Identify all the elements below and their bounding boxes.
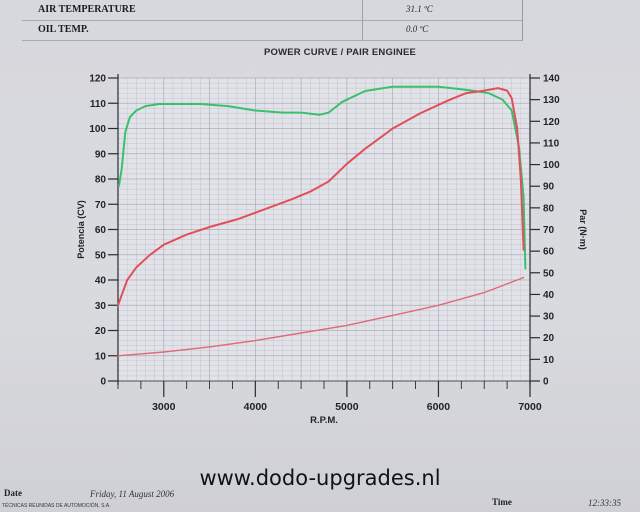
y-left-tick-label: 30 [95,301,107,312]
y-left-tick-label: 80 [95,175,107,186]
table-divider [362,0,363,20]
air-temperature-label: AIR TEMPERATURE [38,4,136,15]
chart-title: POWER CURVE / PAIR ENGINEE [263,47,417,58]
x-tick-label: 4000 [244,401,268,413]
oil-temp-label: OIL TEMP. [38,24,89,35]
y-right-tick-label: 40 [543,290,555,301]
y-right-axis-label: Par (N·m) [578,209,588,250]
y-left-tick-label: 110 [90,99,107,110]
date-value: Friday, 11 August 2006 [90,489,175,499]
y-left-tick-label: 20 [95,326,107,337]
loss-curve-line [117,276,525,357]
y-right-tick-label: 70 [543,225,555,236]
y-left-tick-label: 60 [95,225,107,236]
company-name: TÉCNICAS REUNIDAS DE AUTOMOCIÓN, S.A. [2,503,111,509]
header-table: AIR TEMPERATURE 31.1 ºC OIL TEMP. 0.0 ºC [22,0,523,41]
x-tick-label: 3000 [152,401,176,413]
y-left-tick-label: 0 [100,377,106,388]
watermark-url: www.dodo-upgrades.nl [199,466,441,490]
y-right-tick-label: 140 [543,74,560,85]
y-left-tick-label: 90 [95,149,107,160]
y-left-tick-label: 70 [95,200,107,211]
y-right-tick-label: 30 [543,312,555,323]
y-left-tick-label: 120 [89,74,106,85]
y-left-tick-label: 10 [95,351,107,362]
y-right-tick-label: 100 [543,160,560,171]
y-right-tick-label: 50 [543,268,555,279]
y-left-tick-label: 50 [95,250,107,261]
y-right-tick-label: 60 [543,247,555,258]
x-axis-label: R.P.M. [310,415,338,426]
time-value: 12:33:35 [588,498,621,508]
y-right-tick-label: 0 [543,377,549,388]
y-left-axis-label: Potencia (CV) [76,200,86,259]
y-right-tick-label: 90 [543,182,555,193]
air-temperature-row: AIR TEMPERATURE 31.1 ºC [22,0,522,21]
y-right-tick-label: 130 [543,95,560,106]
power-curve-line [117,85,527,270]
y-right-tick-label: 80 [543,203,555,214]
y-left-tick-label: 40 [95,276,107,287]
table-divider [362,20,363,40]
x-tick-label: 6000 [427,401,451,413]
date-label: Date [4,488,22,498]
oil-temp-row: OIL TEMP. 0.0 ºC [22,20,522,41]
y-right-tick-label: 10 [543,355,555,366]
x-tick-label: 5000 [335,401,359,413]
air-temperature-value: 31.1 ºC [406,4,433,14]
y-left-tick-label: 100 [89,124,106,135]
time-label: Time [492,497,512,507]
torque-curve-line [117,87,525,307]
y-right-tick-label: 20 [543,333,555,344]
oil-temp-value: 0.0 ºC [406,24,429,34]
x-tick-label: 7000 [518,401,542,413]
y-right-tick-label: 110 [543,138,560,149]
y-right-tick-label: 120 [543,117,560,128]
